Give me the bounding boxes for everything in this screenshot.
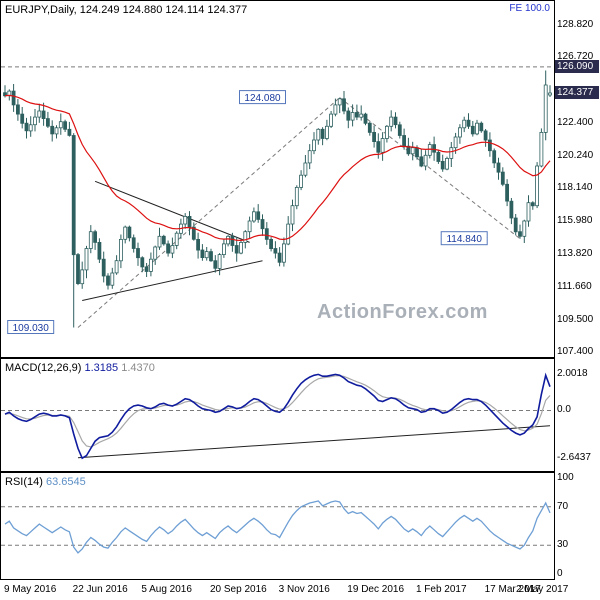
chart-title: EURJPY,Daily, 124.249 124.880 124.114 12… xyxy=(5,4,248,16)
price-axis-label: 126.720 xyxy=(557,51,594,63)
price-panel: 124.080 114.840 109.030 EURJPY,Daily, 124.… xyxy=(0,0,555,358)
price-axis-label: 120.240 xyxy=(557,150,594,162)
macd-signal-value: 1.4370 xyxy=(121,362,155,374)
price-axis-label: 107.400 xyxy=(557,346,594,358)
rsi-chart xyxy=(1,500,554,554)
rsi-line xyxy=(4,500,551,554)
price-axis-label: 111.660 xyxy=(557,281,592,293)
candlestick-chart: 124.080 114.840 109.030 xyxy=(1,66,554,334)
price-axis-label: 122.400 xyxy=(557,117,594,129)
x-axis-label: 20 Sep 2016 xyxy=(209,584,267,595)
rsi-title: RSI(14) 63.6545 xyxy=(5,476,86,488)
rsi-axis-label: 0 xyxy=(557,568,563,579)
macd-axis-label: 0.0 xyxy=(557,404,571,416)
macd-axis-label: 2.0018 xyxy=(557,368,588,380)
price-annotation: 114.840 xyxy=(440,231,488,246)
rsi-panel: RSI(14) 63.6545 xyxy=(0,472,555,580)
price-axis-label: 109.500 xyxy=(557,314,594,326)
x-axis-label: 17 Mar 2017 xyxy=(484,584,541,595)
macd-chart xyxy=(1,372,554,460)
macd-axis-label: -2.6437 xyxy=(557,452,591,464)
price-axis-label: 118.140 xyxy=(557,182,593,194)
price-axis-label: 113.820 xyxy=(557,248,593,260)
rsi-indicator-name: RSI(14) xyxy=(5,476,43,488)
svg-text:114.840: 114.840 xyxy=(446,234,482,245)
macd-signal-line xyxy=(4,374,551,448)
price-axis-label: 115.980 xyxy=(557,215,593,227)
macd-indicator-name: MACD(12,26,9) xyxy=(5,362,82,374)
rsi-axis-label: 100 xyxy=(557,472,574,483)
fibonacci-extension-label: FE 100.0 xyxy=(509,3,550,14)
x-axis-label: 19 Dec 2016 xyxy=(347,584,405,595)
x-axis-label: 22 Jun 2016 xyxy=(72,584,128,595)
rsi-value: 63.6545 xyxy=(45,476,86,488)
price-annotation: 124.080 xyxy=(239,90,286,105)
macd-panel: MACD(12,26,9) 1.3185 1.4370 xyxy=(0,358,555,472)
x-axis-label: 3 Nov 2016 xyxy=(278,584,330,595)
x-axis-label: 5 Aug 2016 xyxy=(141,584,192,595)
svg-text:124.080: 124.080 xyxy=(244,93,281,104)
watermark: ActionForex.com xyxy=(317,301,488,323)
moving-average-line xyxy=(4,94,551,242)
macd-title: MACD(12,26,9) 1.3185 1.4370 xyxy=(5,362,155,374)
svg-text:109.030: 109.030 xyxy=(13,323,50,334)
time-axis: 9 May 2016 22 Jun 2016 5 Aug 2016 20 Sep 20… xyxy=(0,584,600,598)
macd-line xyxy=(4,372,551,460)
x-axis-label: 9 May 2016 xyxy=(4,584,57,595)
price-tag: 126.090 xyxy=(555,59,599,73)
macd-value: 1.3185 xyxy=(84,362,119,374)
price-axis-label: 128.820 xyxy=(557,19,594,31)
rsi-axis-label: 70 xyxy=(557,500,569,512)
rsi-axis-label: 30 xyxy=(557,539,569,551)
x-axis-label: 2 May 2017 xyxy=(516,584,569,595)
x-axis-label: 1 Feb 2017 xyxy=(415,584,467,595)
price-annotation: 109.030 xyxy=(7,320,55,334)
price-tag: 124.377 xyxy=(555,86,599,100)
